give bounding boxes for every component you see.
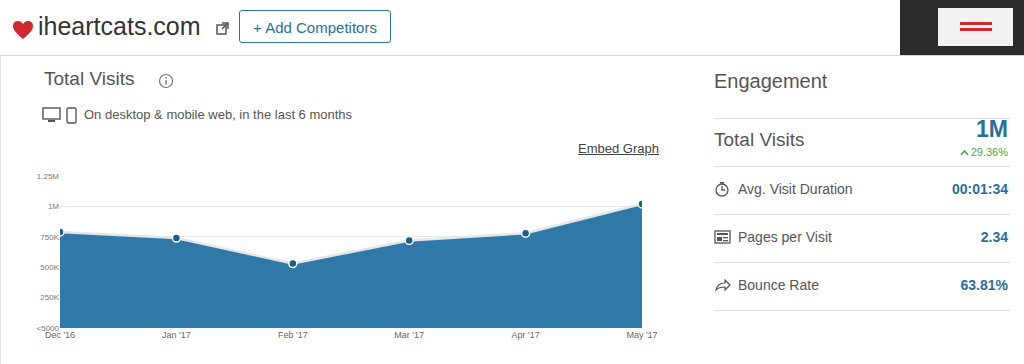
svg-text:Dec '16: Dec '16 [45, 330, 75, 340]
html-text:Pages per Visit: Pages per Visit [738, 229, 832, 245]
html-text:On desktop & mobile web, in th: On desktop & mobile web, in the last 6 m… [84, 107, 353, 122]
svg-text:750K: 750K [40, 233, 59, 242]
svg-text:500K: 500K [40, 263, 59, 272]
html-text:29.36%: 29.36% [970, 146, 1008, 158]
html-text:Total Visits: Total Visits [714, 129, 805, 150]
html-text:Engagement: Engagement [714, 70, 828, 92]
svg-text:Mar '17: Mar '17 [394, 330, 424, 340]
html-text:2.34: 2.34 [980, 229, 1008, 245]
html-text:Embed Graph: Embed Graph [578, 141, 659, 156]
html-text:Avg. Visit Duration: Avg. Visit Duration [738, 181, 853, 197]
svg-text:250K: 250K [40, 293, 59, 302]
svg-text:Jan '17: Jan '17 [162, 330, 191, 340]
html-text:Bounce Rate: Bounce Rate [738, 277, 819, 293]
svg-text:Apr '17: Apr '17 [511, 330, 539, 340]
html-text:Total Visits: Total Visits [44, 68, 135, 89]
html-text:1M: 1M [976, 116, 1008, 142]
svg-text:1M: 1M [48, 202, 59, 211]
html-text:00:01:34: 00:01:34 [952, 181, 1008, 197]
svg-text:Feb '17: Feb '17 [278, 330, 308, 340]
html-text:63.81%: 63.81% [960, 277, 1008, 293]
html-text:+ Add Competitors: + Add Competitors [253, 19, 377, 36]
svg-text:May '17: May '17 [626, 330, 657, 340]
html-text:iheartcats.com: iheartcats.com [38, 12, 201, 40]
svg-text:<5000: <5000 [37, 324, 60, 333]
svg-text:1.25M: 1.25M [37, 172, 60, 181]
